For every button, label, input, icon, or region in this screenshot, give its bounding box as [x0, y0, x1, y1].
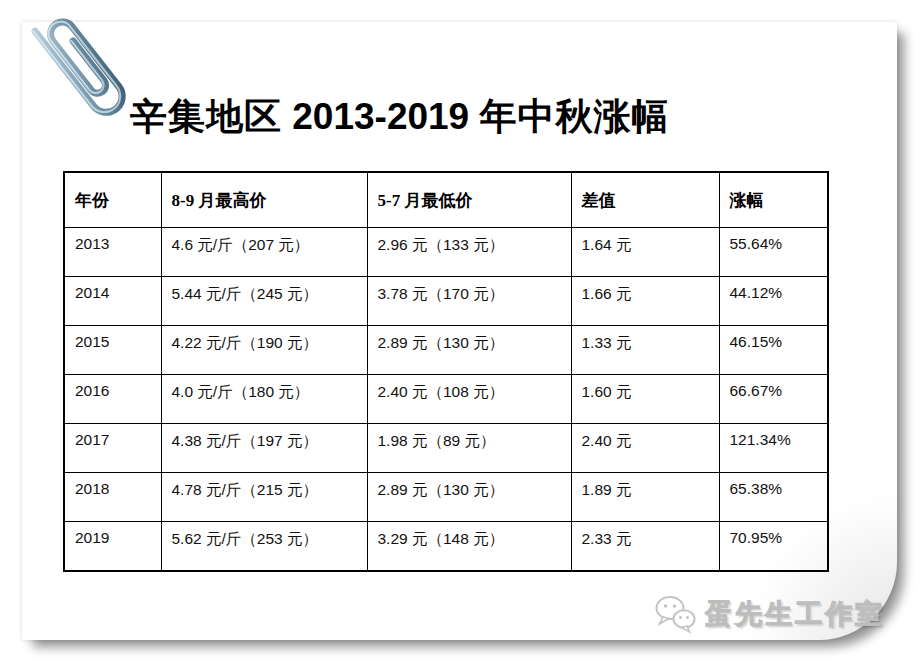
cell-year: 2019 — [64, 522, 161, 572]
cell-rate: 65.38% — [719, 473, 828, 522]
cell-low: 2.89 元（130 元） — [367, 326, 571, 375]
header-diff: 差值 — [571, 172, 719, 228]
cell-rate: 66.67% — [719, 375, 828, 424]
title-part3: 年中秋涨幅 — [479, 96, 669, 137]
table-row: 2016 4.0 元/斤（180 元） 2.40 元（108 元） 1.60 元… — [64, 375, 828, 424]
cell-diff: 1.33 元 — [571, 326, 719, 375]
cell-high: 4.6 元/斤（207 元） — [161, 228, 367, 277]
cell-high: 4.38 元/斤（197 元） — [161, 424, 367, 473]
cell-diff: 1.89 元 — [571, 473, 719, 522]
table-header-row: 年份 8-9 月最高价 5-7 月最低价 差值 涨幅 — [64, 172, 828, 228]
table-row: 2017 4.38 元/斤（197 元） 1.98 元（89 元） 2.40 元… — [64, 424, 828, 473]
cell-high: 4.0 元/斤（180 元） — [161, 375, 367, 424]
table-row: 2015 4.22 元/斤（190 元） 2.89 元（130 元） 1.33 … — [64, 326, 828, 375]
cell-low: 2.89 元（130 元） — [367, 473, 571, 522]
cell-diff: 1.66 元 — [571, 277, 719, 326]
title-years: 2013-2019 — [292, 96, 469, 137]
cell-high: 4.22 元/斤（190 元） — [161, 326, 367, 375]
cell-rate: 70.95% — [719, 522, 828, 572]
cell-rate: 44.12% — [719, 277, 828, 326]
table-row: 2014 5.44 元/斤（245 元） 3.78 元（170 元） 1.66 … — [64, 277, 828, 326]
cell-low: 1.98 元（89 元） — [367, 424, 571, 473]
table-row: 2018 4.78 元/斤（215 元） 2.89 元（130 元） 1.89 … — [64, 473, 828, 522]
cell-year: 2013 — [64, 228, 161, 277]
cell-low: 3.29 元（148 元） — [367, 522, 571, 572]
cell-year: 2017 — [64, 424, 161, 473]
cell-year: 2014 — [64, 277, 161, 326]
cell-diff: 2.40 元 — [571, 424, 719, 473]
table-row: 2013 4.6 元/斤（207 元） 2.96 元（133 元） 1.64 元… — [64, 228, 828, 277]
cell-rate: 46.15% — [719, 326, 828, 375]
header-year: 年份 — [64, 172, 161, 228]
title-part1: 辛集地区 — [130, 96, 282, 137]
cell-diff: 1.64 元 — [571, 228, 719, 277]
canvas: 辛集地区 2013-2019 年中秋涨幅 年份 8-9 月最高价 5-7 月最低… — [0, 0, 920, 664]
table-row: 2019 5.62 元/斤（253 元） 3.29 元（148 元） 2.33 … — [64, 522, 828, 572]
table-container: 年份 8-9 月最高价 5-7 月最低价 差值 涨幅 2013 4.6 元/斤（… — [63, 171, 829, 572]
header-rate: 涨幅 — [719, 172, 828, 228]
watermark: 蛋先生工作室 — [653, 594, 885, 634]
cell-high: 5.44 元/斤（245 元） — [161, 277, 367, 326]
page-sheet: 辛集地区 2013-2019 年中秋涨幅 年份 8-9 月最高价 5-7 月最低… — [22, 22, 897, 640]
cell-year: 2018 — [64, 473, 161, 522]
cell-low: 2.40 元（108 元） — [367, 375, 571, 424]
cell-high: 5.62 元/斤（253 元） — [161, 522, 367, 572]
cell-low: 3.78 元（170 元） — [367, 277, 571, 326]
cell-year: 2015 — [64, 326, 161, 375]
header-high: 8-9 月最高价 — [161, 172, 367, 228]
cell-high: 4.78 元/斤（215 元） — [161, 473, 367, 522]
wechat-icon — [653, 594, 699, 634]
price-table: 年份 8-9 月最高价 5-7 月最低价 差值 涨幅 2013 4.6 元/斤（… — [63, 171, 829, 572]
cell-rate: 55.64% — [719, 228, 828, 277]
cell-diff: 2.33 元 — [571, 522, 719, 572]
paperclip-icon — [16, 0, 148, 142]
watermark-label: 蛋先生工作室 — [705, 596, 885, 632]
cell-rate: 121.34% — [719, 424, 828, 473]
cell-year: 2016 — [64, 375, 161, 424]
cell-diff: 1.60 元 — [571, 375, 719, 424]
cell-low: 2.96 元（133 元） — [367, 228, 571, 277]
header-low: 5-7 月最低价 — [367, 172, 571, 228]
page-title: 辛集地区 2013-2019 年中秋涨幅 — [130, 92, 669, 142]
